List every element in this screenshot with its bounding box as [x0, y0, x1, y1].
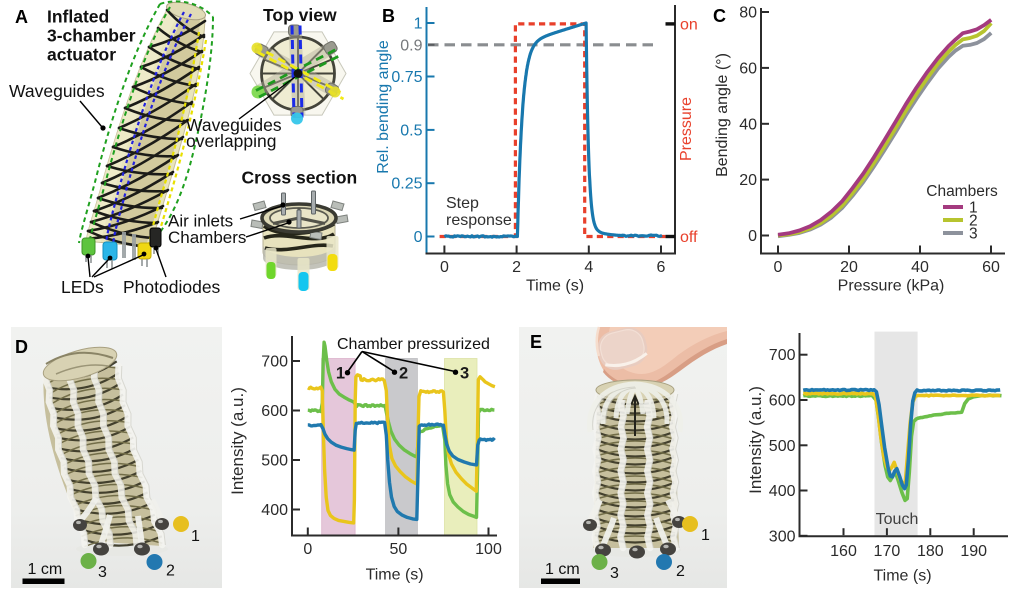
- svg-text:0: 0: [748, 228, 757, 245]
- svg-text:Inflated: Inflated: [47, 7, 109, 27]
- svg-text:4: 4: [584, 259, 593, 276]
- svg-text:3: 3: [969, 226, 978, 243]
- svg-text:A: A: [15, 7, 28, 27]
- svg-text:0: 0: [303, 541, 312, 558]
- svg-text:overlapping: overlapping: [186, 131, 276, 151]
- svg-text:80: 80: [739, 5, 757, 22]
- svg-text:3: 3: [460, 365, 469, 383]
- svg-text:3-chamber: 3-chamber: [47, 26, 136, 46]
- svg-text:2: 2: [399, 365, 408, 383]
- svg-text:2: 2: [166, 563, 175, 580]
- svg-text:Time (s): Time (s): [873, 568, 931, 585]
- svg-text:Bending angle (°): Bending angle (°): [714, 53, 731, 177]
- svg-text:Chambers: Chambers: [926, 183, 998, 200]
- svg-text:2: 2: [512, 259, 521, 276]
- svg-text:LEDs: LEDs: [61, 277, 104, 297]
- svg-text:Pressure (kPa): Pressure (kPa): [838, 278, 945, 295]
- svg-text:0.75: 0.75: [391, 69, 422, 86]
- svg-text:160: 160: [830, 543, 857, 560]
- svg-text:1 cm: 1 cm: [545, 561, 580, 578]
- svg-text:400: 400: [769, 483, 796, 500]
- svg-text:Air inlets: Air inlets: [168, 212, 233, 231]
- svg-text:6: 6: [657, 259, 666, 276]
- svg-text:D: D: [15, 337, 28, 357]
- svg-text:0.9: 0.9: [400, 37, 422, 54]
- svg-text:20: 20: [739, 172, 757, 189]
- svg-text:on: on: [680, 17, 698, 34]
- svg-text:100: 100: [475, 541, 502, 558]
- svg-text:20: 20: [840, 259, 858, 276]
- svg-text:40: 40: [911, 259, 929, 276]
- svg-text:50: 50: [390, 541, 408, 558]
- svg-text:2: 2: [969, 213, 978, 230]
- svg-text:actuator: actuator: [47, 45, 116, 65]
- svg-text:Step: Step: [446, 195, 479, 212]
- svg-text:300: 300: [769, 528, 796, 545]
- svg-text:Touch: Touch: [876, 511, 919, 528]
- svg-text:0: 0: [774, 259, 783, 276]
- svg-text:500: 500: [261, 453, 288, 470]
- svg-text:off: off: [680, 229, 698, 246]
- svg-text:Top view: Top view: [263, 5, 337, 25]
- svg-text:response: response: [446, 212, 512, 229]
- svg-text:Waveguides: Waveguides: [9, 81, 105, 101]
- svg-text:Time (s): Time (s): [526, 278, 584, 295]
- svg-text:40: 40: [739, 116, 757, 133]
- svg-text:B: B: [382, 6, 395, 26]
- svg-text:3: 3: [610, 565, 619, 582]
- svg-text:E: E: [530, 332, 542, 352]
- svg-text:C: C: [713, 6, 726, 26]
- svg-text:1 cm: 1 cm: [28, 561, 63, 578]
- svg-text:1: 1: [191, 528, 200, 545]
- svg-text:Cross section: Cross section: [242, 168, 358, 188]
- svg-text:0: 0: [440, 259, 449, 276]
- svg-text:700: 700: [261, 354, 288, 371]
- svg-text:0.5: 0.5: [400, 122, 422, 139]
- svg-text:Rel. bending angle: Rel. bending angle: [375, 40, 392, 174]
- svg-text:190: 190: [960, 543, 987, 560]
- svg-text:170: 170: [874, 543, 901, 560]
- svg-text:Time (s): Time (s): [366, 567, 424, 584]
- svg-text:0: 0: [414, 229, 423, 246]
- svg-text:400: 400: [261, 502, 288, 519]
- svg-text:1: 1: [969, 200, 978, 217]
- svg-text:Chambers: Chambers: [168, 228, 246, 247]
- svg-text:60: 60: [982, 259, 1000, 276]
- svg-text:700: 700: [769, 347, 796, 364]
- svg-text:0.25: 0.25: [391, 176, 422, 193]
- svg-text:600: 600: [261, 403, 288, 420]
- svg-text:Chamber pressurized: Chamber pressurized: [337, 336, 490, 353]
- svg-text:600: 600: [769, 393, 796, 410]
- svg-text:180: 180: [917, 543, 944, 560]
- svg-text:2: 2: [676, 563, 685, 580]
- svg-text:60: 60: [739, 60, 757, 77]
- svg-text:Intensity (a.u.): Intensity (a.u.): [228, 387, 247, 495]
- svg-text:1: 1: [701, 527, 710, 544]
- svg-text:Waveguides: Waveguides: [186, 115, 282, 135]
- svg-text:Photodiodes: Photodiodes: [123, 277, 221, 297]
- svg-text:500: 500: [769, 438, 796, 455]
- svg-text:1: 1: [414, 16, 423, 33]
- svg-text:3: 3: [98, 564, 107, 581]
- svg-text:Intensity (a.u.): Intensity (a.u.): [746, 386, 765, 494]
- svg-text:Pressure: Pressure: [678, 97, 695, 161]
- svg-text:1: 1: [336, 365, 345, 383]
